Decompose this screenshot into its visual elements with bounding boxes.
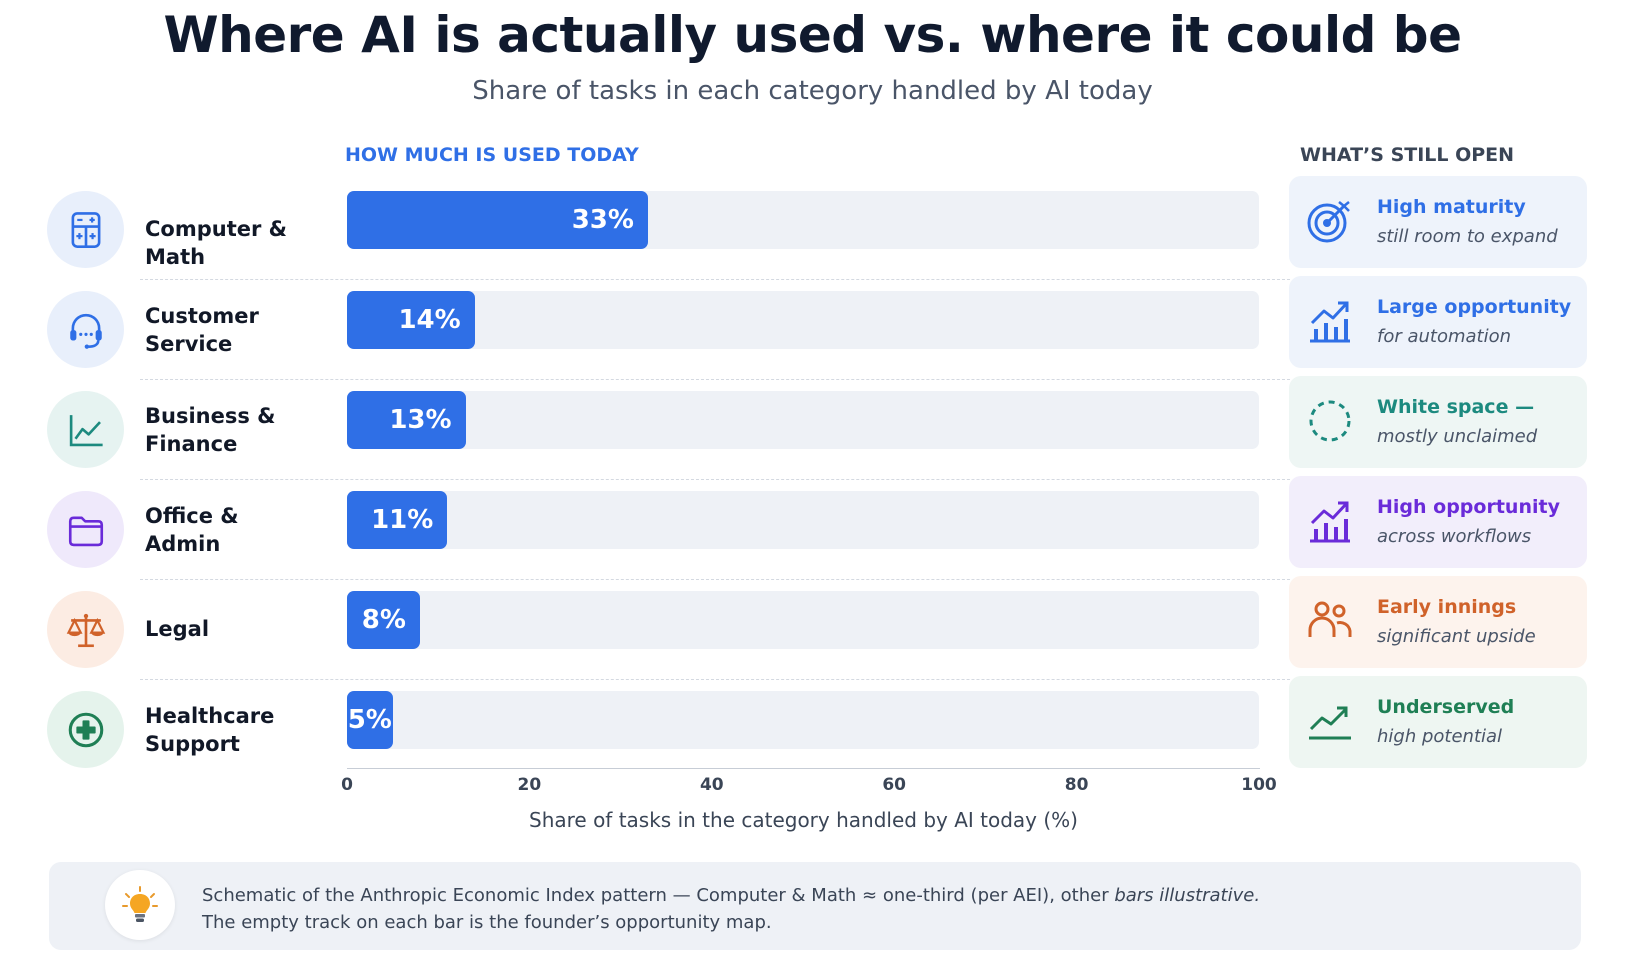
category-label-line: Business & <box>145 404 276 428</box>
category-label-line: Support <box>145 732 240 756</box>
opportunity-card-subtitle: across workflows <box>1377 526 1532 547</box>
bar-value-label: 14% <box>398 305 461 335</box>
bar-customer-service <box>347 291 475 349</box>
row-divider <box>140 279 1290 280</box>
x-tick-label: 60 <box>882 775 907 795</box>
opportunity-card-subtitle: still room to expand <box>1377 226 1558 247</box>
right-column-header: WHAT’S STILL OPEN <box>1300 144 1515 166</box>
bar-value-label: 5% <box>347 705 392 735</box>
dashed-circle-icon <box>1305 396 1355 446</box>
row-divider <box>140 579 1290 580</box>
category-row-business-finance: Business & Finance <box>0 380 1290 480</box>
bar-business-finance <box>347 391 466 449</box>
category-label: Customer Service <box>145 302 335 358</box>
opportunity-card-subtitle: high potential <box>1377 726 1503 747</box>
target-icon <box>1305 196 1355 246</box>
x-tick-label: 80 <box>1064 775 1089 795</box>
opportunity-card-title: Large opportunity <box>1377 296 1572 318</box>
category-row-customer-service: Customer Service <box>0 280 1290 380</box>
category-row-computer-math: Computer & Math <box>0 180 1290 280</box>
bar-office-admin <box>347 491 448 549</box>
row-divider <box>140 679 1290 680</box>
line-chart-icon <box>47 391 124 468</box>
x-tick-label: 100 <box>1241 775 1277 795</box>
trend-up-icon <box>1305 696 1355 746</box>
bar-track <box>347 591 1259 649</box>
category-row-healthcare-support: Healthcare Support <box>0 680 1290 780</box>
opportunity-card-title: Underserved <box>1377 696 1515 718</box>
growth-chart-icon <box>1305 296 1355 346</box>
bar-track <box>347 691 1259 749</box>
opportunity-card-computer-math: High maturity still room to expand <box>1289 176 1587 268</box>
bar-value-label: 8% <box>361 605 406 635</box>
footnote-text: Schematic of the Anthropic Economic Inde… <box>202 885 1115 906</box>
row-divider <box>140 479 1290 480</box>
x-tick-label: 20 <box>517 775 542 795</box>
x-tick-label: 0 <box>341 775 353 795</box>
footnote-line-1: Schematic of the Anthropic Economic Inde… <box>202 885 1260 906</box>
category-label: Business & Finance <box>145 402 335 458</box>
category-label-line: Finance <box>145 432 238 456</box>
category-label: Healthcare Support <box>145 702 335 758</box>
x-axis-label: Share of tasks in the category handled b… <box>529 808 1078 832</box>
opportunity-card-office-admin: High opportunity across workflows <box>1289 476 1587 568</box>
category-row-legal: Legal <box>0 580 1290 680</box>
bar-healthcare-support <box>347 691 393 749</box>
footnote-italic-text: bars illustrative. <box>1114 885 1261 906</box>
footnote-line-2: The empty track on each bar is the found… <box>202 912 772 933</box>
medical-cross-icon <box>47 691 124 768</box>
headset-icon <box>47 291 124 368</box>
scales-icon <box>47 591 124 668</box>
bar-computer-math <box>347 191 648 249</box>
people-icon <box>1305 596 1355 646</box>
opportunity-card-title: Early innings <box>1377 596 1517 618</box>
category-label-line: Computer & Math <box>145 217 287 269</box>
opportunity-card-title: High opportunity <box>1377 496 1560 518</box>
opportunity-card-title: High maturity <box>1377 196 1526 218</box>
folder-icon <box>47 491 124 568</box>
bar-value-label: 11% <box>371 505 434 535</box>
x-tick-label: 40 <box>699 775 724 795</box>
opportunity-card-healthcare-support: Underserved high potential <box>1289 676 1587 768</box>
opportunity-card-business-finance: White space — mostly unclaimed <box>1289 376 1587 468</box>
opportunity-card-title: White space — <box>1377 396 1535 418</box>
growth-chart-icon <box>1305 496 1355 546</box>
row-divider <box>140 379 1290 380</box>
category-row-office-admin: Office & Admin <box>0 480 1290 580</box>
footnote-panel: Schematic of the Anthropic Economic Inde… <box>49 862 1581 950</box>
bar-track <box>347 491 1259 549</box>
category-label-line: Legal <box>145 617 210 641</box>
category-label-line: Office & <box>145 504 239 528</box>
opportunity-card-subtitle: significant upside <box>1377 626 1536 647</box>
category-label-line: Service <box>145 332 233 356</box>
calculator-icon <box>47 191 124 268</box>
category-label: Computer & Math <box>145 215 335 271</box>
bar-value-label: 33% <box>571 205 634 235</box>
opportunity-card-customer-service: Large opportunity for automation <box>1289 276 1587 368</box>
category-label-line: Healthcare <box>145 704 275 728</box>
opportunity-card-subtitle: for automation <box>1377 326 1512 347</box>
opportunity-card-subtitle: mostly unclaimed <box>1377 426 1538 447</box>
bar-track <box>347 391 1259 449</box>
category-label: Office & Admin <box>145 502 335 558</box>
lightbulb-icon <box>105 870 175 940</box>
bar-track <box>347 291 1259 349</box>
category-label-line: Customer <box>145 304 259 328</box>
left-column-header: HOW MUCH IS USED TODAY <box>345 144 639 166</box>
x-axis-line <box>347 768 1260 769</box>
category-label: Legal <box>145 615 335 643</box>
chart-subtitle: Share of tasks in each category handled … <box>472 76 1153 106</box>
opportunity-card-legal: Early innings significant upside <box>1289 576 1587 668</box>
bar-legal <box>347 591 420 649</box>
chart-title: Where AI is actually used vs. where it c… <box>163 6 1462 64</box>
bar-value-label: 13% <box>389 405 452 435</box>
category-label-line: Admin <box>145 532 221 556</box>
